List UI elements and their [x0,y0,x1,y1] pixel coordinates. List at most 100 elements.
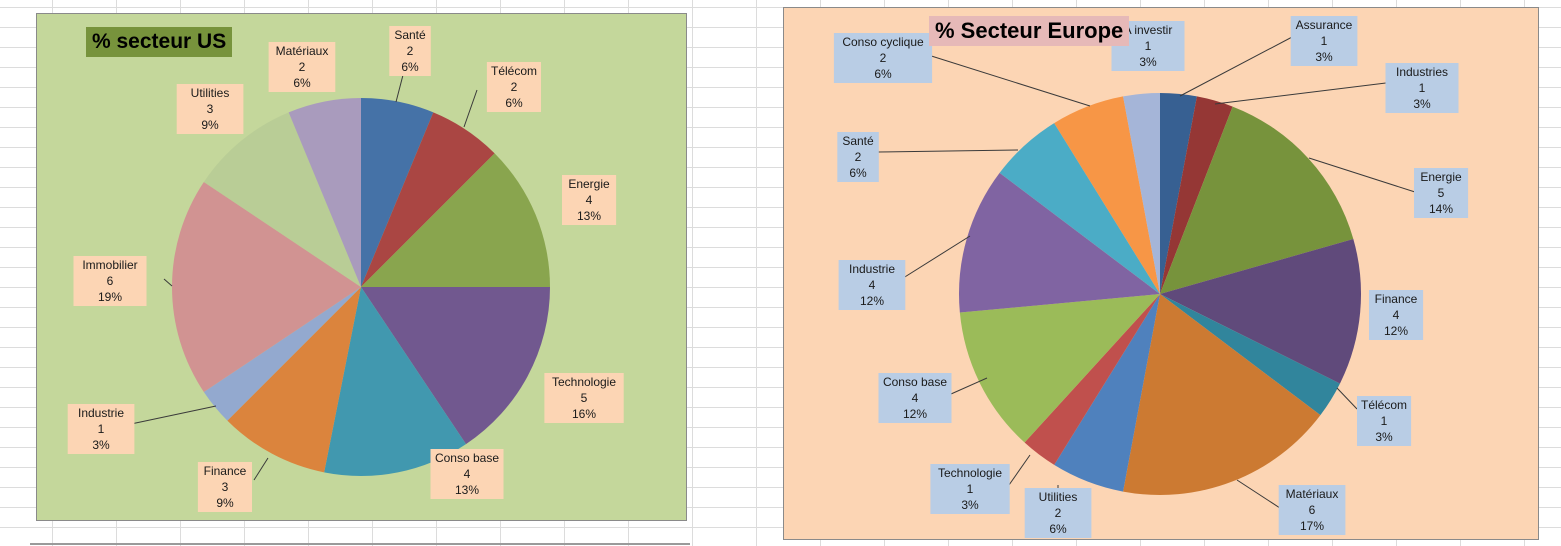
pie-slice-us-sante[interactable] [361,98,434,287]
pie-slice-europe-a-investir[interactable] [1123,93,1160,294]
data-label-percent: 12% [860,294,884,308]
leader-line-us-sante [395,74,404,103]
data-label-europe-energie[interactable]: Energie 5 14% [1414,168,1469,218]
data-label-percent: 17% [1300,519,1324,533]
data-label-name: Utilities [191,86,230,100]
leader-line-europe-sante [877,149,1019,153]
data-label-us-sante[interactable]: Santé 2 6% [389,26,431,76]
data-label-box [389,26,431,76]
data-label-europe-technologie[interactable]: Technologie 1 3% [930,464,1010,514]
pie-slice-europe-technologie[interactable] [1024,294,1160,465]
data-label-box [73,256,147,306]
data-label-value: 2 [880,51,887,65]
data-label-percent: 13% [577,209,601,223]
data-label-us-immobilier[interactable]: Immobilier 6 19% [73,256,147,306]
data-label-us-technologie[interactable]: Technologie 5 16% [544,373,624,423]
data-label-europe-conso-base[interactable]: Conso base 4 12% [878,373,952,423]
pie-slice-europe-sante[interactable] [999,123,1160,294]
pie-slice-us-immobilier[interactable] [171,182,361,392]
data-label-us-finance[interactable]: Finance 3 9% [197,462,252,512]
leader-line-europe-assurance [1179,35,1295,97]
data-label-box [1414,168,1469,218]
data-label-box [878,373,952,423]
data-label-name: Finance [204,464,247,478]
data-label-box [930,464,1010,514]
leader-line-europe-industries [1214,81,1395,105]
data-label-percent: 3% [1139,55,1157,69]
data-label-percent: 6% [505,96,523,110]
pie-slice-us-industrie[interactable] [203,287,361,421]
pie-slice-europe-materiaux[interactable] [1123,294,1321,496]
data-label-europe-conso-cyclique[interactable]: Conso cyclique 2 6% [833,33,933,83]
data-label-name: Industries [1396,65,1448,79]
data-label-value: 2 [855,150,862,164]
data-label-name: Santé [394,28,426,42]
pie-slice-europe-telecom[interactable] [1160,294,1340,416]
pie-slice-us-finance[interactable] [227,287,361,473]
data-label-percent: 13% [455,483,479,497]
data-label-value: 6 [1309,503,1316,517]
data-label-box [1024,488,1092,538]
data-label-box [67,404,135,454]
pie-slice-us-telecom[interactable] [361,112,495,287]
data-label-europe-industries[interactable]: Industries 1 3% [1385,63,1459,113]
data-label-europe-materiaux[interactable]: Matériaux 6 17% [1278,485,1346,535]
data-label-value: 4 [464,467,471,481]
data-label-europe-assurance[interactable]: Assurance 1 3% [1290,16,1358,66]
data-label-europe-industrie[interactable]: Industrie 4 12% [838,260,906,310]
pie-slice-europe-finance[interactable] [1160,238,1362,384]
data-label-percent: 3% [1375,430,1393,444]
data-label-name: Télécom [1361,398,1407,412]
data-label-name: Industrie [78,406,124,420]
data-label-percent: 9% [216,496,234,510]
data-label-value: 5 [1438,186,1445,200]
leader-line-europe-materiaux [1236,479,1284,511]
data-label-value: 4 [586,193,593,207]
data-label-us-materiaux[interactable]: Matériaux 2 6% [268,42,336,92]
pie-slice-us-conso-base[interactable] [324,287,466,477]
data-label-name: Matériaux [276,44,329,58]
data-label-box [562,175,617,225]
data-label-box [1369,290,1424,340]
data-label-europe-utilities[interactable]: Utilities 2 6% [1024,488,1092,538]
data-label-europe-telecom[interactable]: Télécom 1 3% [1357,396,1412,446]
data-label-europe-finance[interactable]: Finance 4 12% [1369,290,1424,340]
data-label-percent: 3% [92,438,110,452]
data-label-box [1357,396,1412,446]
pie-slice-us-technologie[interactable] [361,287,550,445]
data-label-name: Energie [568,177,610,191]
leader-line-europe-technologie [1008,454,1031,486]
pie-slice-europe-industries[interactable] [1160,96,1233,294]
data-label-name: A investir [1124,23,1173,37]
data-label-us-utilities[interactable]: Utilities 3 9% [176,84,244,134]
leader-line-europe-energie [1308,157,1416,193]
data-label-value: 1 [1321,34,1328,48]
data-label-name: Télécom [491,64,537,78]
data-label-us-industrie[interactable]: Industrie 1 3% [67,404,135,454]
pie-slice-europe-utilities[interactable] [1054,294,1160,492]
pie-slice-europe-industrie[interactable] [959,172,1160,313]
data-label-name: Santé [842,134,874,148]
data-label-percent: 3% [1315,50,1333,64]
data-label-box [544,373,624,423]
leader-line-us-industrie [130,405,217,425]
pie-slice-us-energie[interactable] [361,153,550,287]
data-label-value: 1 [1145,39,1152,53]
data-label-name: Conso base [435,451,499,465]
pie-slice-us-utilities[interactable] [203,112,361,287]
pie-slice-europe-conso-base[interactable] [959,294,1160,443]
pie-slice-europe-assurance[interactable] [1160,93,1197,294]
data-label-box [838,260,906,310]
data-label-us-conso-base[interactable]: Conso base 4 13% [430,449,504,499]
data-label-value: 2 [407,44,414,58]
pie-slice-europe-conso-cyclique[interactable] [1054,96,1160,294]
data-label-us-telecom[interactable]: Télécom 2 6% [486,62,541,112]
data-label-percent: 12% [903,407,927,421]
pie-slice-europe-energie[interactable] [1160,106,1354,294]
pie-slice-us-materiaux[interactable] [288,98,361,287]
data-label-europe-sante[interactable]: Santé 2 6% [837,132,879,182]
data-label-us-energie[interactable]: Energie 4 13% [562,175,617,225]
data-label-name: Finance [1375,292,1418,306]
